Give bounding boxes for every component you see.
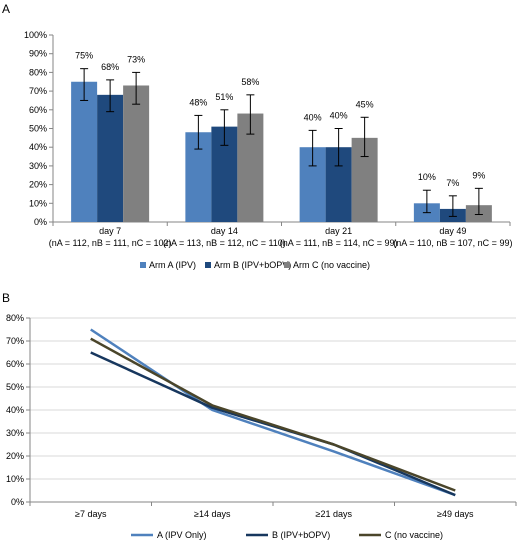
panel-b-y-tick-label: 0% [11,497,24,507]
panel-a-bars [71,81,492,223]
panel-b-legend-label: C (no vaccine) [385,530,443,540]
panel-b-legend-label: A (IPV Only) [157,530,207,540]
panel-b-lines [90,328,456,497]
panel-b-y-tick-label: 10% [6,474,24,484]
panel-a-data-label: 9% [472,170,485,180]
panel-b-series-line [90,337,456,492]
panel-a-bar [123,85,150,223]
panel-a-data-label: 51% [215,92,233,102]
panel-b-y-tick-label: 60% [6,359,24,369]
panel-a-x-tick-sublabel: (nA = 112, nB = 111, nC = 102) [49,238,172,248]
panel-a-legend-label: Arm A (IPV) [149,260,196,270]
panel-a-legend-swatch [140,262,146,268]
panel-a-letter: A [2,2,10,16]
panel-a-legend-swatch [284,262,290,268]
panel-a-x-tick-label: day 21 [325,226,352,236]
panel-b-line-chart: B 0% 10% 20% 30% 40% 50% 60% 70% 80% ≥7 days ≥14 d… [2,291,517,540]
panel-a-x-tick-label: day 7 [99,226,121,236]
panel-a-error-bars [80,68,483,217]
panel-a-y-tick-label: 10% [29,198,47,208]
panel-b-y-tick-label: 50% [6,382,24,392]
panel-a-legend-label: Arm B (IPV+bOPV) [214,260,291,270]
panel-a-x-tick-sublabel: (nA = 113, nB = 112, nC = 110) [163,238,286,248]
panel-a-y-tick-label: 0% [34,217,47,227]
panel-b-y-tick-label: 20% [6,451,24,461]
panel-b-series-line [90,328,456,497]
panel-a-data-label: 48% [189,97,207,107]
panel-a-x-tick-sublabel: (nA = 110, nB = 107, nC = 99) [393,238,512,248]
panel-b-x-tick-label: ≥21 days [316,509,353,519]
panel-a-legend-item: Arm C (no vaccine) [284,260,370,270]
panel-a-data-label: 58% [241,77,259,87]
panel-a-y-tick-label: 90% [29,49,47,59]
panel-a-y-tick-label: 40% [29,142,47,152]
panel-b-x-tick-label: ≥14 days [194,509,231,519]
panel-a-data-label: 75% [75,51,93,61]
panel-b-y-tick-label: 40% [6,405,24,415]
panel-a-y-tick-label: 20% [29,180,47,190]
panel-b-legend-item: B (IPV+bOPV) [246,530,330,540]
panel-b-y-tick-label: 80% [6,313,24,323]
panel-a-data-label: 73% [127,54,145,64]
panel-b-letter: B [2,291,10,305]
panel-a-x-tick-label: day 49 [439,226,466,236]
panel-a-y-tick-label: 80% [29,67,47,77]
panel-a-bar-chart: A 75% 68% 73% 48% 51% 58% 40% 40% 45% 10% 7% 9% 0% 1… [2,2,512,270]
panel-b-y-tick-label: 70% [6,336,24,346]
panel-a-data-label: 40% [330,111,348,121]
panel-a-y-tick-label: 100% [24,30,47,40]
panel-a-y-tick-label: 70% [29,86,47,96]
panel-a-legend-label: Arm C (no vaccine) [293,260,370,270]
panel-a-data-label: 45% [356,99,374,109]
panel-b-legend-item: C (no vaccine) [359,530,443,540]
panel-b-legend-label: B (IPV+bOPV) [272,530,330,540]
panel-b-x-tick-label: ≥7 days [75,509,107,519]
panel-b-legend-item: A (IPV Only) [131,530,207,540]
panel-a-bar [97,94,124,222]
panel-b-x-tick-label: ≥49 days [437,509,474,519]
panel-a-data-label: 40% [304,112,322,122]
panel-a-legend-item: Arm A (IPV) [140,260,196,270]
panel-b-tick-labels: 0% 10% 20% 30% 40% 50% 60% 70% 80% ≥7 days ≥14 day… [6,313,474,519]
panel-a-legend-item: Arm B (IPV+bOPV) [205,260,291,270]
panel-a-data-label: 68% [101,62,119,72]
panel-a-legend-swatch [205,262,211,268]
panel-a-legend: Arm A (IPV) Arm B (IPV+bOPV) Arm C (no vac… [140,260,370,270]
panel-a-y-tick-label: 50% [29,124,47,134]
panel-a-x-tick-sublabel: (nA = 111, nB = 114, nC = 99) [280,238,398,248]
panel-a-y-tick-label: 60% [29,105,47,115]
panel-a-bar [71,81,98,222]
panel-b-axes [26,317,517,506]
panel-a-x-tick-label: day 14 [211,226,238,236]
panel-a-data-label: 7% [446,178,459,188]
panel-b-y-tick-label: 30% [6,428,24,438]
panel-a-data-labels: 75% 68% 73% 48% 51% 58% 40% 40% 45% 10% 7% 9% [75,51,485,188]
panel-a-data-label: 10% [418,172,436,182]
panel-b-legend: A (IPV Only) B (IPV+bOPV) C (no vaccine) [131,530,443,540]
panel-a-tick-labels: 0% 10% 20% 30% 40% 50% 60% 70% 80% 90% 100% day 7 (n… [24,30,512,248]
panel-a-y-tick-label: 30% [29,161,47,171]
